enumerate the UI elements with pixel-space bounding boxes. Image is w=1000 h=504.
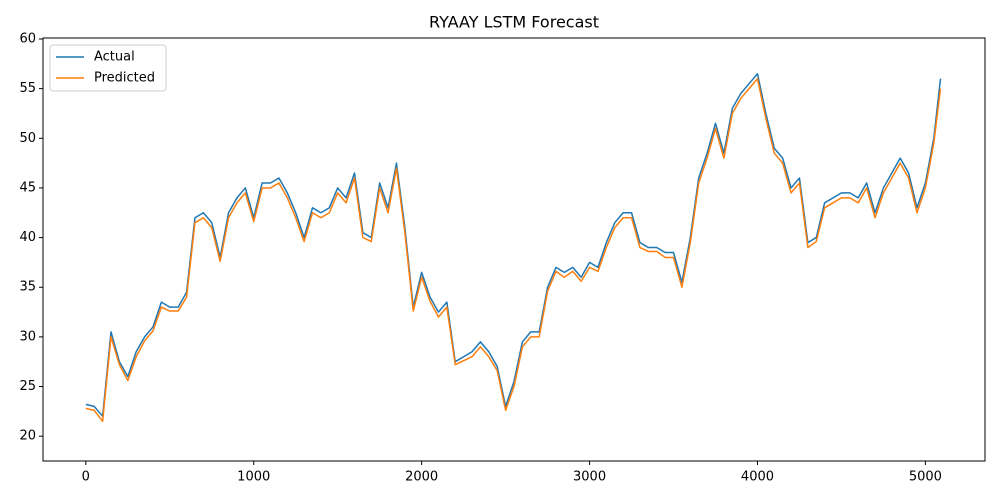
x-tick-label: 3000 xyxy=(573,470,606,485)
y-tick-label: 40 xyxy=(19,230,36,245)
y-tick-label: 55 xyxy=(19,81,36,96)
y-tick-label: 25 xyxy=(19,379,36,394)
y-tick-label: 20 xyxy=(19,429,36,444)
x-tick-label: 4000 xyxy=(741,470,774,485)
x-tick-label: 1000 xyxy=(237,470,270,485)
y-tick-label: 35 xyxy=(19,280,36,295)
y-tick-label: 50 xyxy=(19,131,36,146)
y-tick-label: 45 xyxy=(19,180,36,195)
legend-label: Actual xyxy=(94,50,135,65)
series-line xyxy=(85,73,942,418)
chart-title: RYAAY LSTM Forecast xyxy=(429,13,599,32)
y-tick-label: 60 xyxy=(19,31,36,46)
x-tick-label: 0 xyxy=(82,470,90,485)
y-tick-label: 30 xyxy=(19,329,36,344)
x-tick-label: 5000 xyxy=(909,470,942,485)
legend-label: Predicted xyxy=(94,71,155,86)
x-tick-label: 2000 xyxy=(405,470,438,485)
series-line xyxy=(85,77,942,423)
plot-frame xyxy=(42,37,986,462)
